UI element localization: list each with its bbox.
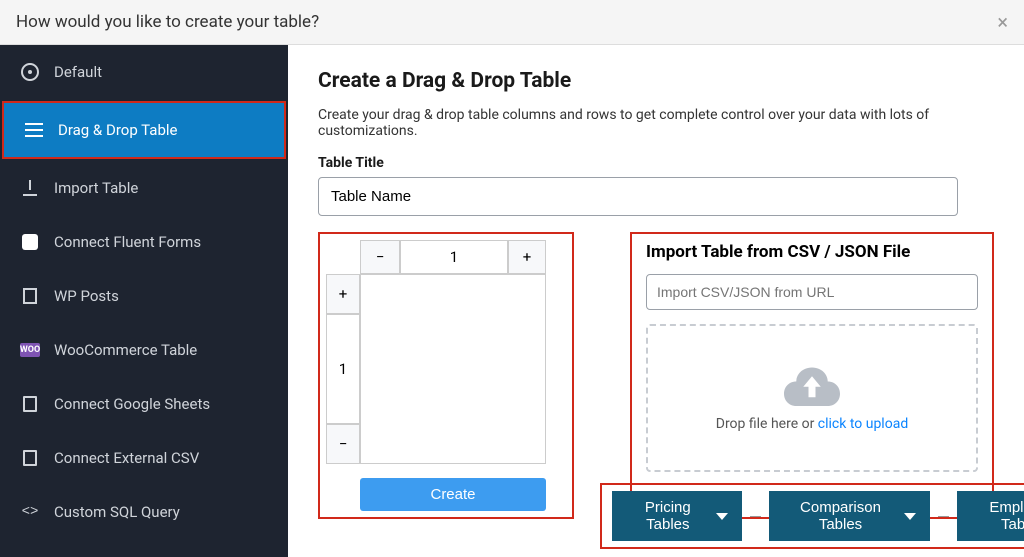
posts-icon: [20, 286, 40, 306]
connector-line: [750, 516, 761, 517]
sidebar-item-label: Connect External CSV: [54, 449, 199, 467]
sidebar-item-label: Import Table: [54, 179, 138, 197]
sidebar-item-label: Connect Fluent Forms: [54, 233, 201, 251]
sidebar-item-label: WP Posts: [54, 287, 119, 305]
import-box: Import Table from CSV / JSON File Drop f…: [630, 232, 994, 519]
connector-line: [938, 516, 949, 517]
modal-header: How would you like to create your table?…: [0, 0, 1024, 45]
sidebar: Default Drag & Drop Table Import Table C…: [0, 45, 288, 557]
sidebar-item-sql[interactable]: <> Custom SQL Query: [0, 485, 288, 539]
sidebar-item-drag-drop[interactable]: Drag & Drop Table: [2, 101, 286, 159]
sidebar-item-import[interactable]: Import Table: [0, 161, 288, 215]
menu-icon: [24, 120, 44, 140]
csv-icon: [20, 448, 40, 468]
cols-plus-button[interactable]: +: [508, 240, 546, 274]
rows-count: 1: [326, 314, 360, 424]
caret-down-icon: [904, 513, 916, 520]
category-row: Pricing Tables Comparison Tables Employe…: [600, 483, 1024, 549]
category-comparison[interactable]: Comparison Tables: [769, 491, 931, 541]
sidebar-item-external-csv[interactable]: Connect External CSV: [0, 431, 288, 485]
category-employee[interactable]: Employee Tables: [957, 491, 1024, 541]
sidebar-item-woocommerce[interactable]: WOO WooCommerce Table: [0, 323, 288, 377]
sidebar-item-label: WooCommerce Table: [54, 341, 197, 359]
table-title-label: Table Title: [318, 155, 994, 171]
gear-icon: [20, 62, 40, 82]
rows-minus-button[interactable]: −: [326, 424, 360, 464]
cloud-upload-icon: [784, 364, 840, 406]
upload-icon: [20, 178, 40, 198]
rows-plus-button[interactable]: +: [326, 274, 360, 314]
sidebar-item-fluent-forms[interactable]: Connect Fluent Forms: [0, 215, 288, 269]
table-title-input[interactable]: [318, 177, 958, 216]
click-upload-link[interactable]: click to upload: [818, 416, 908, 432]
cols-minus-button[interactable]: −: [360, 240, 400, 274]
sidebar-item-wp-posts[interactable]: WP Posts: [0, 269, 288, 323]
create-button[interactable]: Create: [360, 478, 546, 511]
dropzone[interactable]: Drop file here or click to upload: [646, 324, 978, 472]
grid-builder-box: − 1 + + 1 − Create: [318, 232, 574, 519]
form-icon: [20, 232, 40, 252]
sql-icon: <>: [20, 502, 40, 522]
import-heading: Import Table from CSV / JSON File: [646, 242, 978, 262]
caret-down-icon: [716, 513, 728, 520]
sidebar-item-google-sheets[interactable]: Connect Google Sheets: [0, 377, 288, 431]
sidebar-item-label: Custom SQL Query: [54, 503, 180, 521]
sidebar-item-default[interactable]: Default: [0, 45, 288, 99]
sidebar-item-label: Drag & Drop Table: [58, 121, 177, 139]
main-panel: Create a Drag & Drop Table Create your d…: [288, 45, 1024, 557]
import-url-input[interactable]: [646, 274, 978, 310]
page-description: Create your drag & drop table columns an…: [318, 107, 994, 139]
drop-text: Drop file here or click to upload: [716, 416, 908, 432]
category-pricing[interactable]: Pricing Tables: [612, 491, 742, 541]
woo-icon: WOO: [20, 340, 40, 360]
sidebar-item-label: Default: [54, 63, 102, 81]
modal-title: How would you like to create your table?: [16, 12, 319, 32]
sidebar-item-label: Connect Google Sheets: [54, 395, 210, 413]
page-heading: Create a Drag & Drop Table: [318, 69, 994, 93]
sheets-icon: [20, 394, 40, 414]
close-icon[interactable]: ×: [997, 10, 1008, 34]
cols-count: 1: [400, 240, 508, 274]
grid-preview: [360, 274, 546, 464]
